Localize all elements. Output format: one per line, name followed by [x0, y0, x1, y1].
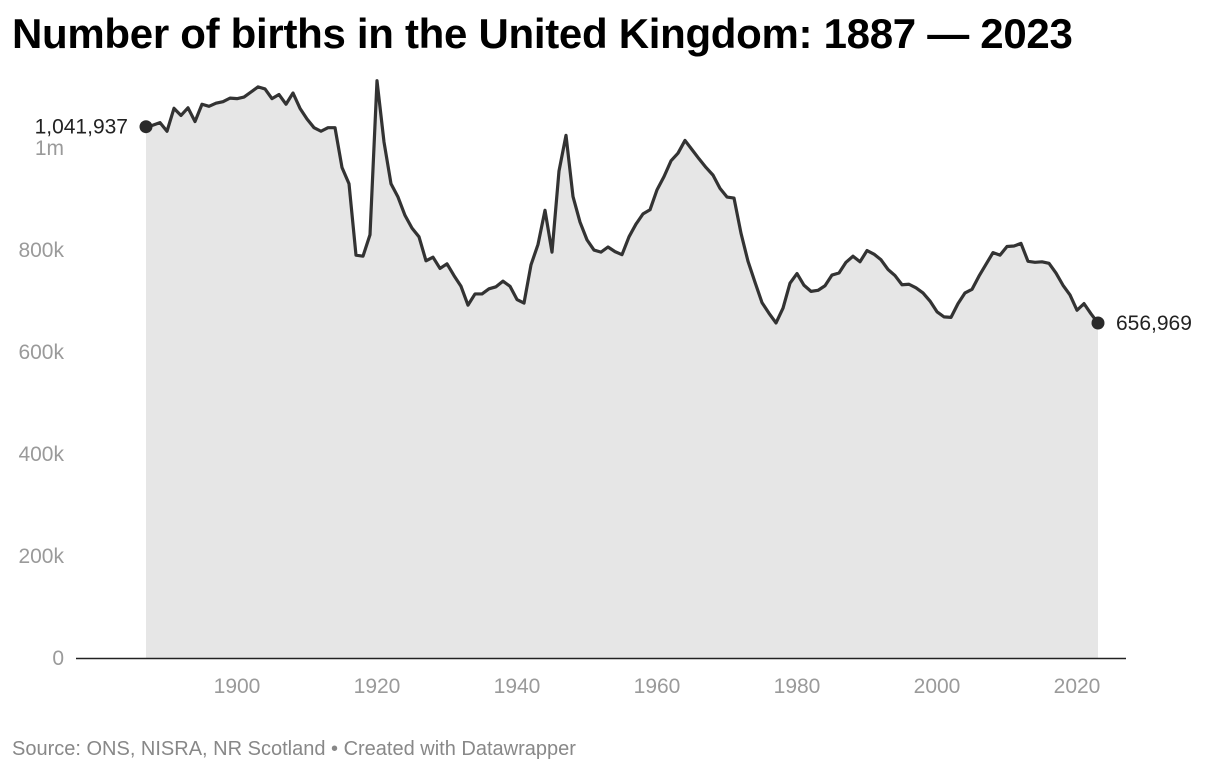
x-tick-label: 2000 — [914, 675, 961, 698]
y-tick-label: 0 — [52, 647, 64, 670]
y-tick-label: 200k — [18, 545, 64, 568]
y-tick-label: 400k — [18, 443, 64, 466]
endpoint-value-label: 1,041,937 — [35, 116, 128, 139]
endpoint-value-label: 656,969 — [1116, 312, 1192, 335]
x-tick-label: 1920 — [354, 675, 401, 698]
x-axis-ticks: 1900 1920 1940 1960 1980 2000 2020 — [214, 675, 1101, 698]
y-tick-label: 1m — [35, 137, 64, 160]
endpoint-marker — [139, 120, 153, 134]
endpoint-marker — [1091, 316, 1105, 330]
credit-text: Created with Datawrapper — [343, 738, 576, 760]
x-tick-label: 1980 — [774, 675, 821, 698]
y-tick-label: 600k — [18, 341, 64, 364]
y-axis-ticks: 0 200k 400k 600k 800k 1m — [18, 137, 64, 670]
x-tick-label: 1960 — [634, 675, 681, 698]
births-area-fill — [146, 80, 1098, 658]
y-tick-label: 800k — [18, 239, 64, 262]
end-annotations: 1,041,937 656,969 — [35, 116, 1192, 335]
x-tick-label: 2020 — [1054, 675, 1101, 698]
footer-separator: • — [331, 738, 344, 760]
x-tick-label: 1940 — [494, 675, 541, 698]
source-text: Source: ONS, NISRA, NR Scotland — [12, 738, 326, 760]
x-tick-label: 1900 — [214, 675, 261, 698]
chart-title: Number of births in the United Kingdom: … — [12, 10, 1073, 57]
births-series-line — [144, 79, 1100, 325]
chart-footer: Source: ONS, NISRA, NR Scotland • Create… — [12, 738, 576, 761]
